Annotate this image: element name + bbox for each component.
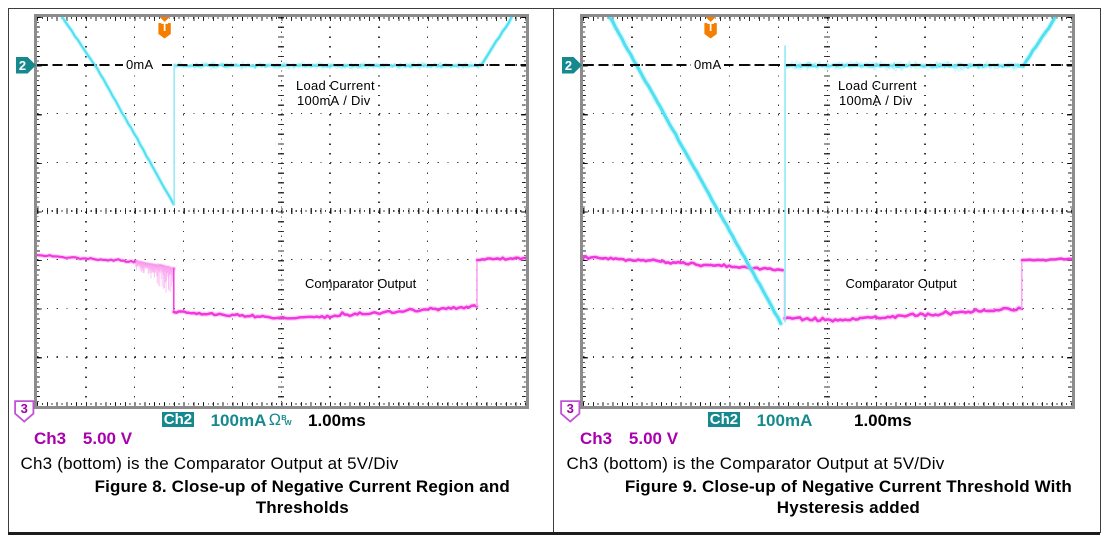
svg-text:3: 3 <box>567 401 574 416</box>
svg-text:3: 3 <box>21 401 28 416</box>
